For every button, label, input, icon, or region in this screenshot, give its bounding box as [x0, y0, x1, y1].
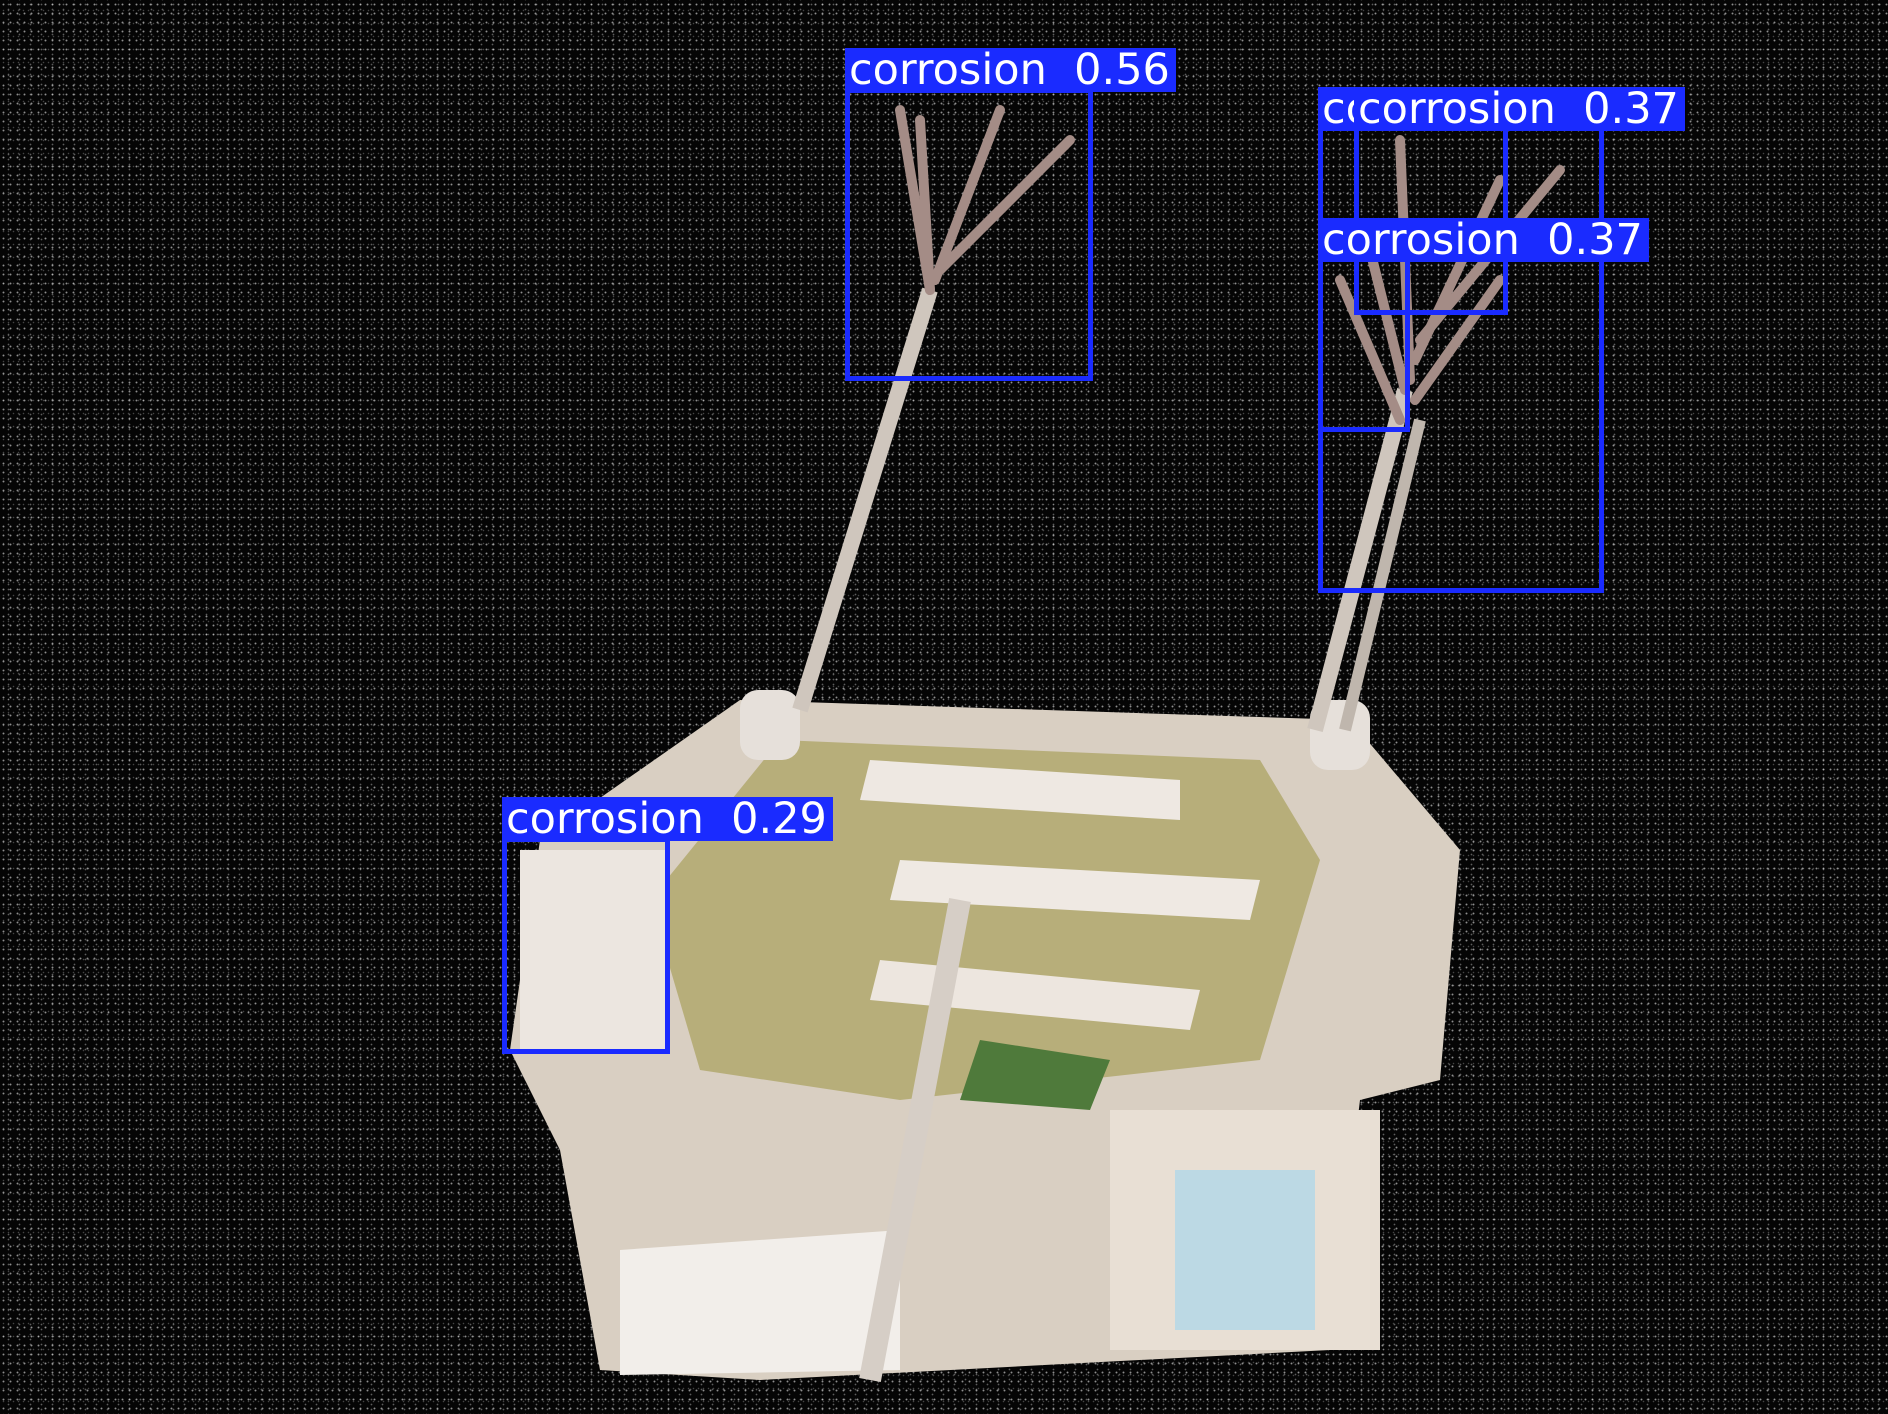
antenna-tips [895, 105, 1565, 425]
detection-label: corrosion 0.29 [502, 797, 833, 841]
detection-label: corrosion 0.37 [1354, 87, 1685, 131]
antenna-poles [792, 287, 1426, 1383]
detection-label: corrosion 0.56 [845, 48, 1176, 92]
detection-label: corrosion 0.37 [1318, 218, 1649, 262]
